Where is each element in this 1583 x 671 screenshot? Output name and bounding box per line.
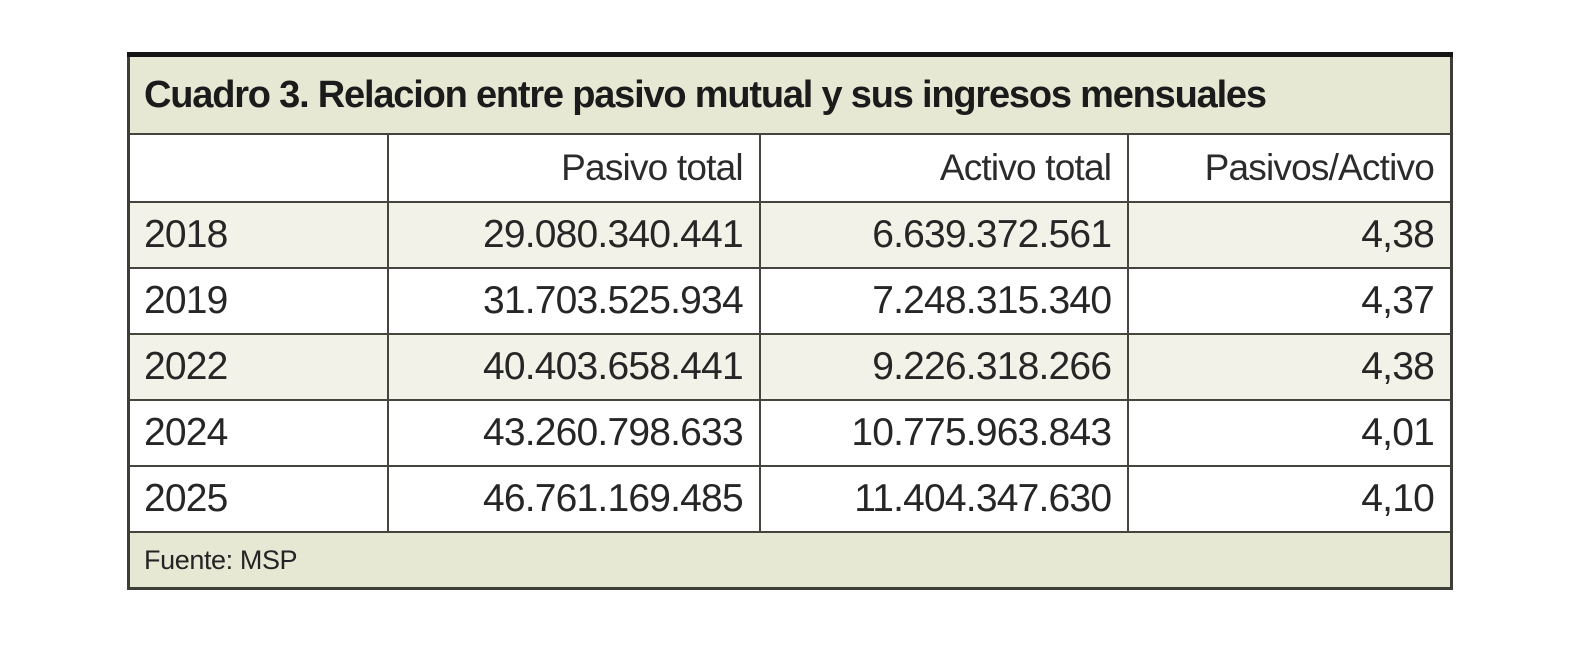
activo-total-cell: 6.639.372.561 xyxy=(758,201,1130,269)
pasivo-total-cell: 46.761.169.485 xyxy=(387,465,761,533)
table-header-row: Pasivo total Activo total Pasivos/Activo xyxy=(127,133,1453,203)
pasivo-total-cell: 29.080.340.441 xyxy=(387,201,761,269)
table-row: 2024 43.260.798.633 10.775.963.843 4,01 xyxy=(127,399,1453,467)
table-row: 2018 29.080.340.441 6.639.372.561 4,38 xyxy=(127,201,1453,269)
year-cell: 2018 xyxy=(127,201,390,269)
pasivo-total-cell: 43.260.798.633 xyxy=(387,399,761,467)
table-row: 2025 46.761.169.485 11.404.347.630 4,10 xyxy=(127,465,1453,533)
title-band: Cuadro 3. Relacion entre pasivo mutual y… xyxy=(127,53,1453,135)
table-row: 2022 40.403.658.441 9.226.318.266 4,38 xyxy=(127,333,1453,401)
column-header-pasivos-activo: Pasivos/Activo xyxy=(1127,133,1453,203)
activo-total-cell: 10.775.963.843 xyxy=(758,399,1130,467)
table-row: 2019 31.703.525.934 7.248.315.340 4,37 xyxy=(127,267,1453,335)
pasivo-total-cell: 40.403.658.441 xyxy=(387,333,761,401)
pasivo-total-cell: 31.703.525.934 xyxy=(387,267,761,335)
source-band: Fuente: MSP xyxy=(127,531,1453,590)
activo-total-cell: 9.226.318.266 xyxy=(758,333,1130,401)
year-cell: 2025 xyxy=(127,465,390,533)
source-note: Fuente: MSP xyxy=(127,531,1453,590)
year-cell: 2022 xyxy=(127,333,390,401)
year-cell: 2019 xyxy=(127,267,390,335)
column-header-activo-total: Activo total xyxy=(758,133,1130,203)
ratio-cell: 4,10 xyxy=(1127,465,1453,533)
activo-total-cell: 11.404.347.630 xyxy=(758,465,1130,533)
column-header-pasivo-total: Pasivo total xyxy=(387,133,761,203)
activo-total-cell: 7.248.315.340 xyxy=(758,267,1130,335)
ratio-cell: 4,38 xyxy=(1127,201,1453,269)
column-header-empty xyxy=(127,133,390,203)
year-cell: 2024 xyxy=(127,399,390,467)
table-title: Cuadro 3. Relacion entre pasivo mutual y… xyxy=(127,53,1453,135)
ratio-cell: 4,38 xyxy=(1127,333,1453,401)
ratio-cell: 4,01 xyxy=(1127,399,1453,467)
data-table: Cuadro 3. Relacion entre pasivo mutual y… xyxy=(127,52,1453,590)
ratio-cell: 4,37 xyxy=(1127,267,1453,335)
